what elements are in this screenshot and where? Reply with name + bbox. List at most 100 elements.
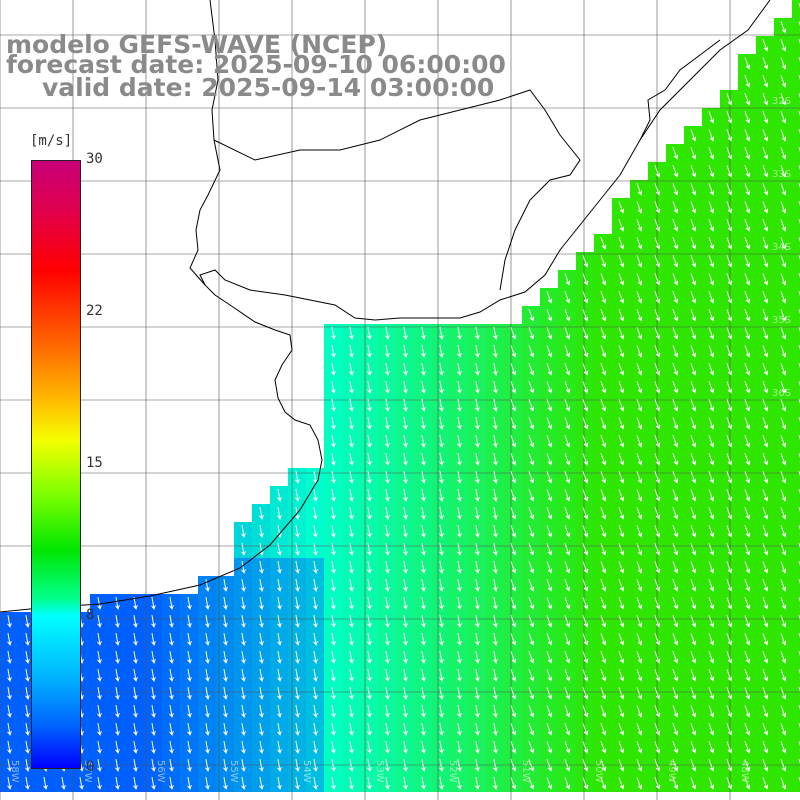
wind-arrow [546, 741, 553, 754]
wind-arrow [672, 723, 679, 736]
wind-arrow [25, 669, 30, 682]
wind-arrow [259, 723, 264, 736]
wind-arrow [528, 507, 535, 520]
wind-arrow [457, 597, 462, 610]
wind-arrow [295, 777, 300, 790]
wind-arrow [744, 435, 751, 448]
wind-arrow [582, 363, 589, 376]
wind-arrow [600, 777, 607, 790]
wind-arrow [528, 579, 535, 592]
wind-arrow [133, 651, 138, 664]
wind-arrow [385, 561, 390, 574]
wind-arrow [618, 597, 625, 610]
wind-arrow [654, 615, 661, 628]
wind-arrow [708, 633, 715, 646]
wind-arrow [636, 327, 643, 340]
wind-arrow [762, 381, 769, 394]
wind-arrow [241, 777, 246, 790]
wind-arrow [7, 633, 12, 646]
wind-cell [792, 576, 800, 594]
wind-arrow [313, 759, 318, 772]
wind-arrow [205, 669, 210, 682]
wind-arrow [708, 129, 715, 142]
wind-arrow [636, 633, 643, 646]
wind-cell [792, 612, 800, 630]
wind-arrow [744, 579, 751, 592]
wind-arrow [223, 651, 228, 664]
wind-arrow [295, 669, 300, 682]
wind-arrow [618, 255, 625, 268]
wind-arrow [439, 471, 444, 484]
wind-arrow [708, 705, 715, 718]
wind-arrow [295, 759, 300, 772]
wind-arrow [349, 741, 354, 754]
wind-arrow [762, 111, 769, 124]
wind-arrow [672, 669, 679, 682]
wind-arrow [726, 147, 733, 160]
wind-arrow [654, 525, 661, 538]
wind-arrow [600, 309, 607, 322]
wind-arrow [439, 435, 444, 448]
wind-arrow [313, 741, 318, 754]
wind-arrow [726, 435, 733, 448]
wind-arrow [475, 705, 480, 718]
wind-arrow [636, 741, 643, 754]
wind-arrow [313, 687, 318, 700]
wind-arrow [564, 741, 571, 754]
wind-arrow [241, 615, 246, 628]
wind-cell [792, 432, 800, 450]
wind-arrow [367, 525, 372, 538]
wind-arrow [439, 417, 444, 430]
wind-arrow [421, 417, 426, 430]
wind-arrow [457, 435, 462, 448]
wind-cell [792, 360, 800, 378]
wind-arrow [762, 687, 769, 700]
wind-arrow [277, 633, 282, 646]
wind-arrow [510, 327, 517, 340]
wind-arrow [762, 579, 769, 592]
wind-arrow [151, 615, 156, 628]
wind-arrow [546, 309, 553, 322]
wind-arrow [169, 705, 174, 718]
wind-arrow [762, 327, 769, 340]
wind-arrow [475, 615, 480, 628]
wind-arrow [493, 435, 498, 448]
wind-arrow [654, 471, 661, 484]
wind-arrow [510, 687, 517, 700]
wind-arrow [475, 759, 480, 772]
wind-arrow [223, 615, 228, 628]
wind-arrow [690, 363, 697, 376]
wind-arrow [618, 201, 625, 214]
wind-arrow [367, 633, 372, 646]
wind-arrow [313, 561, 318, 574]
wind-arrow [475, 651, 480, 664]
wind-arrow [313, 507, 318, 520]
wind-arrow [133, 669, 138, 682]
wind-arrow [744, 759, 751, 772]
wind-arrow [582, 417, 589, 430]
wind-arrow [780, 705, 787, 718]
wind-arrow [205, 579, 210, 592]
wind-arrow [618, 561, 625, 574]
wind-arrow [277, 579, 282, 592]
wind-arrow [636, 759, 643, 772]
wind-arrow [690, 651, 697, 664]
wind-arrow [475, 453, 480, 466]
wind-arrow [277, 615, 282, 628]
wind-arrow [600, 633, 607, 646]
wind-arrow [367, 597, 372, 610]
wind-arrow [241, 633, 246, 646]
wind-arrow [403, 759, 408, 772]
wind-arrow [546, 615, 553, 628]
wind-arrow [115, 777, 120, 790]
wind-cell [792, 324, 800, 342]
wind-arrow [618, 381, 625, 394]
wind-arrow [546, 327, 553, 340]
wind-arrow [223, 579, 228, 592]
wind-arrow [726, 471, 733, 484]
wind-arrow [708, 309, 715, 322]
wind-arrow [349, 507, 354, 520]
wind-arrow [115, 669, 120, 682]
wind-arrow [582, 723, 589, 736]
wind-arrow [439, 687, 444, 700]
